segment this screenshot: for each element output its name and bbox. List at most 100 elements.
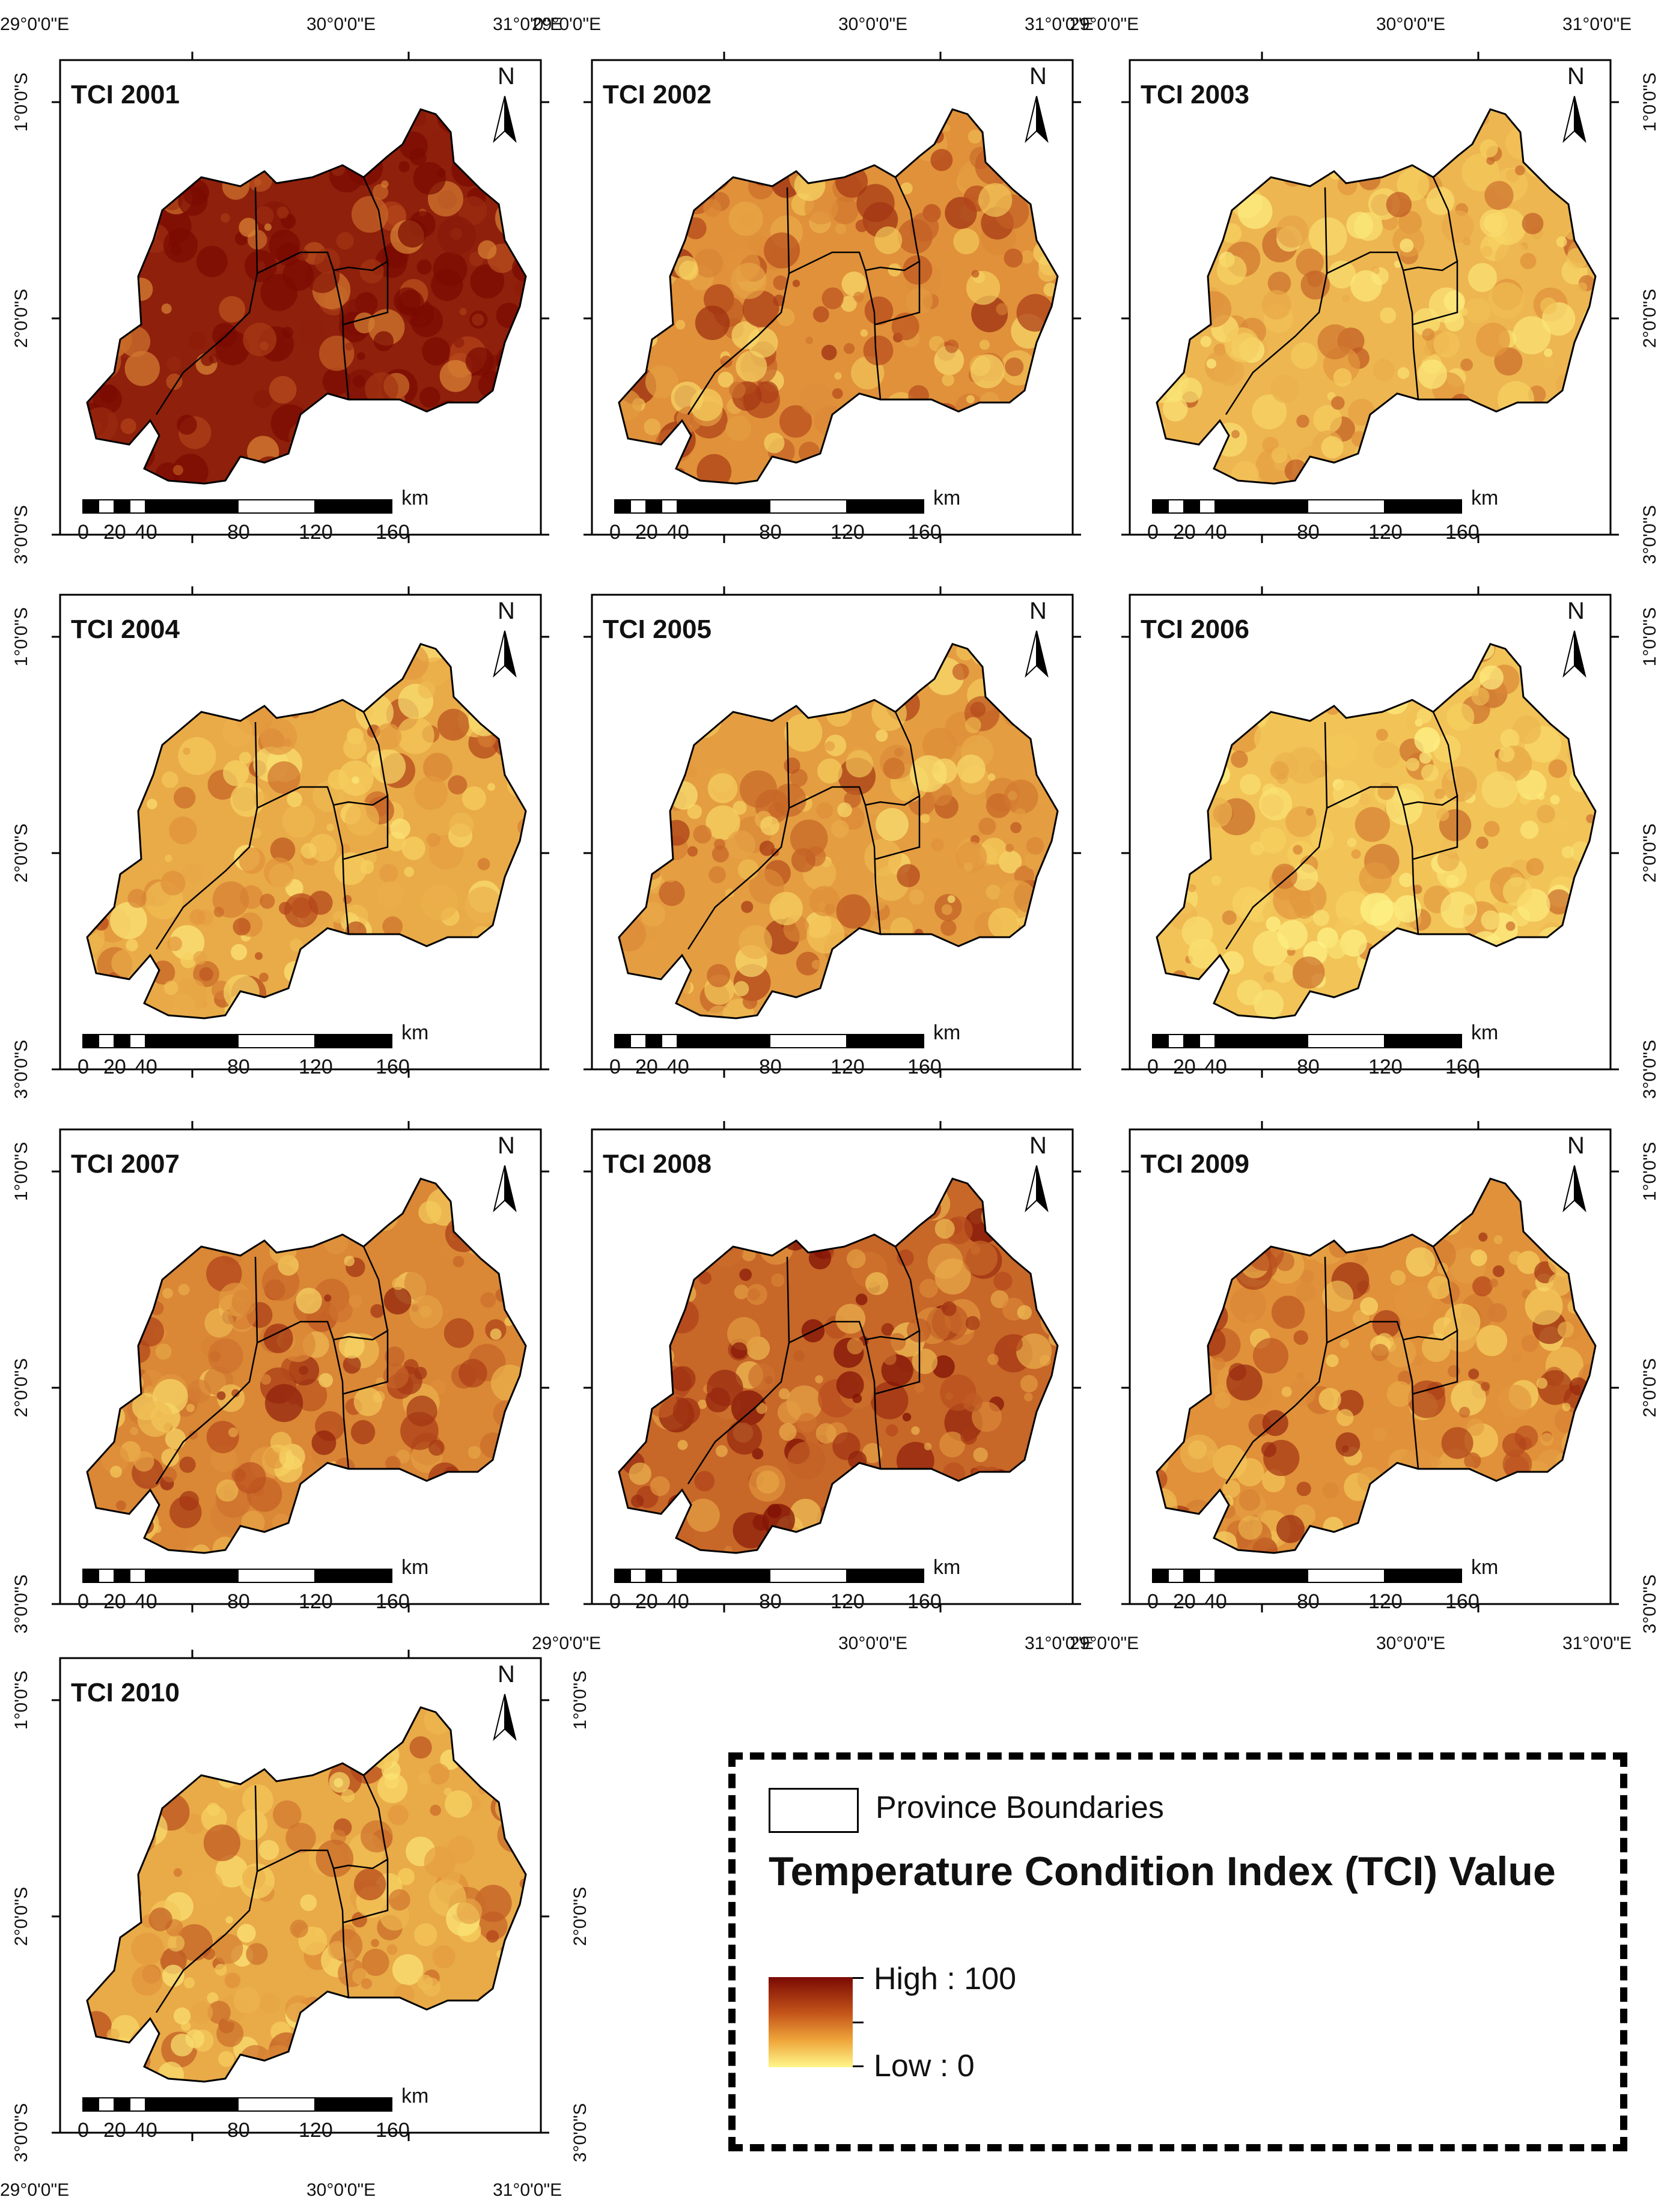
scale-tick-label: 80	[227, 1056, 250, 1078]
province-boundary	[362, 177, 389, 262]
legend-box: Province Boundaries Temperature Conditio…	[728, 1752, 1627, 2151]
scale-tick-label: 120	[299, 1056, 333, 1078]
longitude-label: 31°0'0"E	[1025, 1633, 1094, 1653]
legend-tick-mid	[853, 2022, 864, 2023]
longitude-label: 29°0'0"E	[532, 14, 601, 34]
scale-tick-label: 0	[609, 1590, 621, 1613]
scale-tick-label: 120	[299, 2119, 333, 2142]
legend-high-label: High : 100	[874, 1961, 1017, 1996]
province-boundary	[687, 1256, 790, 1484]
latitude-label: 3°0'0"S	[11, 1040, 31, 1099]
map-panel-2006: TCI 2006 Nkm 0 20 40 80 120 160	[1121, 586, 1619, 1078]
scale-tick-label: 160	[1445, 521, 1479, 544]
scale-tick-label: 40	[135, 2119, 157, 2142]
scale-unit: km	[1471, 1556, 1498, 1579]
north-arrow-icon: N	[1562, 1132, 1586, 1213]
panel-title: TCI 2004	[71, 615, 180, 644]
province-boundary	[894, 177, 921, 262]
province-boundary	[687, 722, 790, 950]
scale-tick-label: 160	[376, 1056, 410, 1078]
scale-tick-label: 160	[376, 521, 410, 544]
north-arrow-icon: N	[1562, 63, 1586, 144]
province-boundary-swatch	[769, 1788, 859, 1833]
province-boundary	[1403, 794, 1458, 860]
scale-bar: km 0 20 40 80 120 160	[1147, 1021, 1498, 1078]
legend-low-label: Low : 0	[874, 2049, 975, 2083]
scale-tick-label: 120	[299, 1590, 333, 1613]
north-label: N	[498, 63, 515, 90]
scale-tick-label: 80	[759, 1590, 782, 1613]
legend-title: Temperature Condition Index (TCI) Value	[769, 1849, 1556, 1894]
map-panel-2008: TCI 2008 Nkm 0 20 40 80 120 160	[584, 1121, 1081, 1613]
longitude-label: 29°0'0"E	[0, 14, 69, 34]
map-panel-2005: TCI 2005 Nkm 0 20 40 80 120 160	[584, 586, 1081, 1078]
province-boundary	[1225, 187, 1328, 415]
north-label: N	[1567, 1132, 1585, 1159]
scale-tick-label: 40	[666, 1056, 689, 1078]
legend-tick-low	[853, 2065, 864, 2067]
country-outline	[1156, 108, 1597, 485]
scale-tick-label: 40	[135, 1056, 157, 1078]
scale-tick-label: 120	[830, 1056, 865, 1078]
longitude-label: 30°0'0"E	[838, 1633, 907, 1653]
latitude-label: 2°0'0"S	[1640, 1358, 1660, 1417]
north-arrow-icon: N	[493, 63, 517, 144]
scale-tick-label: 80	[1297, 521, 1320, 544]
latitude-label: 2°0'0"S	[1640, 824, 1660, 883]
scale-tick-label: 0	[78, 1590, 89, 1613]
scale-tick-label: 120	[1368, 1590, 1403, 1613]
longitude-label: 31°0'0"E	[1562, 1633, 1632, 1653]
province-boundary	[155, 722, 258, 950]
north-arrow-icon: N	[493, 1132, 517, 1213]
latitude-label: 1°0'0"S	[11, 1671, 31, 1730]
longitude-label: 31°0'0"E	[493, 2180, 562, 2200]
scale-unit: km	[933, 487, 960, 509]
latitude-label: 1°0'0"S	[1640, 1142, 1660, 1201]
country-fill	[87, 1707, 526, 2082]
north-label: N	[1567, 63, 1585, 90]
scale-tick-label: 40	[1204, 1590, 1227, 1613]
north-label: N	[498, 598, 515, 624]
scale-tick-label: 160	[376, 2119, 410, 2142]
scale-unit: km	[933, 1021, 960, 1044]
province-boundary	[687, 187, 790, 415]
map-panel-2009: TCI 2009 Nkm 0 20 40 80 120 160	[1121, 1121, 1619, 1613]
scale-tick-label: 160	[907, 1056, 942, 1078]
latitude-label: 1°0'0"S	[11, 607, 31, 666]
scale-tick-label: 120	[1368, 1056, 1403, 1078]
map-panel-2004: TCI 2004 Nkm 0 20 40 80 120 160	[52, 586, 549, 1078]
panel-title: TCI 2002	[603, 80, 712, 109]
scale-tick-label: 0	[1147, 521, 1159, 544]
province-boundary	[333, 1858, 389, 1924]
scale-tick-label: 120	[299, 521, 333, 544]
scale-tick-label: 20	[635, 521, 658, 544]
province-boundary	[865, 1329, 921, 1395]
panel-title: TCI 2010	[71, 1678, 180, 1707]
country-outline	[86, 643, 527, 1019]
scale-bar: km 0 20 40 80 120 160	[1147, 487, 1498, 544]
scale-tick-label: 40	[666, 521, 689, 544]
map-panel-2003: TCI 2003 Nkm 0 20 40 80 120 160	[1121, 52, 1619, 544]
scale-bar: km 0 20 40 80 120 160	[1147, 1556, 1498, 1613]
north-label: N	[1567, 598, 1585, 624]
latitude-label: 2°0'0"S	[1640, 289, 1660, 348]
panel-title: TCI 2008	[603, 1149, 712, 1179]
scale-tick-label: 120	[1368, 521, 1403, 544]
country-outline	[618, 108, 1059, 485]
province-boundary	[333, 794, 389, 860]
scale-bar: km 0 20 40 80 120 160	[78, 1021, 428, 1078]
province-boundary	[362, 1775, 389, 1860]
north-arrow-icon: N	[493, 598, 517, 678]
province-boundary	[155, 1256, 258, 1484]
north-label: N	[1029, 63, 1047, 90]
scale-tick-label: 0	[78, 2119, 89, 2142]
legend-province-label: Province Boundaries	[876, 1790, 1164, 1825]
country-outline	[86, 1177, 527, 1554]
north-arrow-icon: N	[1025, 598, 1049, 678]
latitude-label: 3°0'0"S	[570, 2103, 590, 2162]
scale-tick-label: 120	[830, 1590, 865, 1613]
longitude-label: 30°0'0"E	[306, 14, 376, 34]
north-label: N	[498, 1661, 515, 1688]
scale-unit: km	[1471, 487, 1498, 509]
province-boundary	[1225, 1256, 1328, 1484]
